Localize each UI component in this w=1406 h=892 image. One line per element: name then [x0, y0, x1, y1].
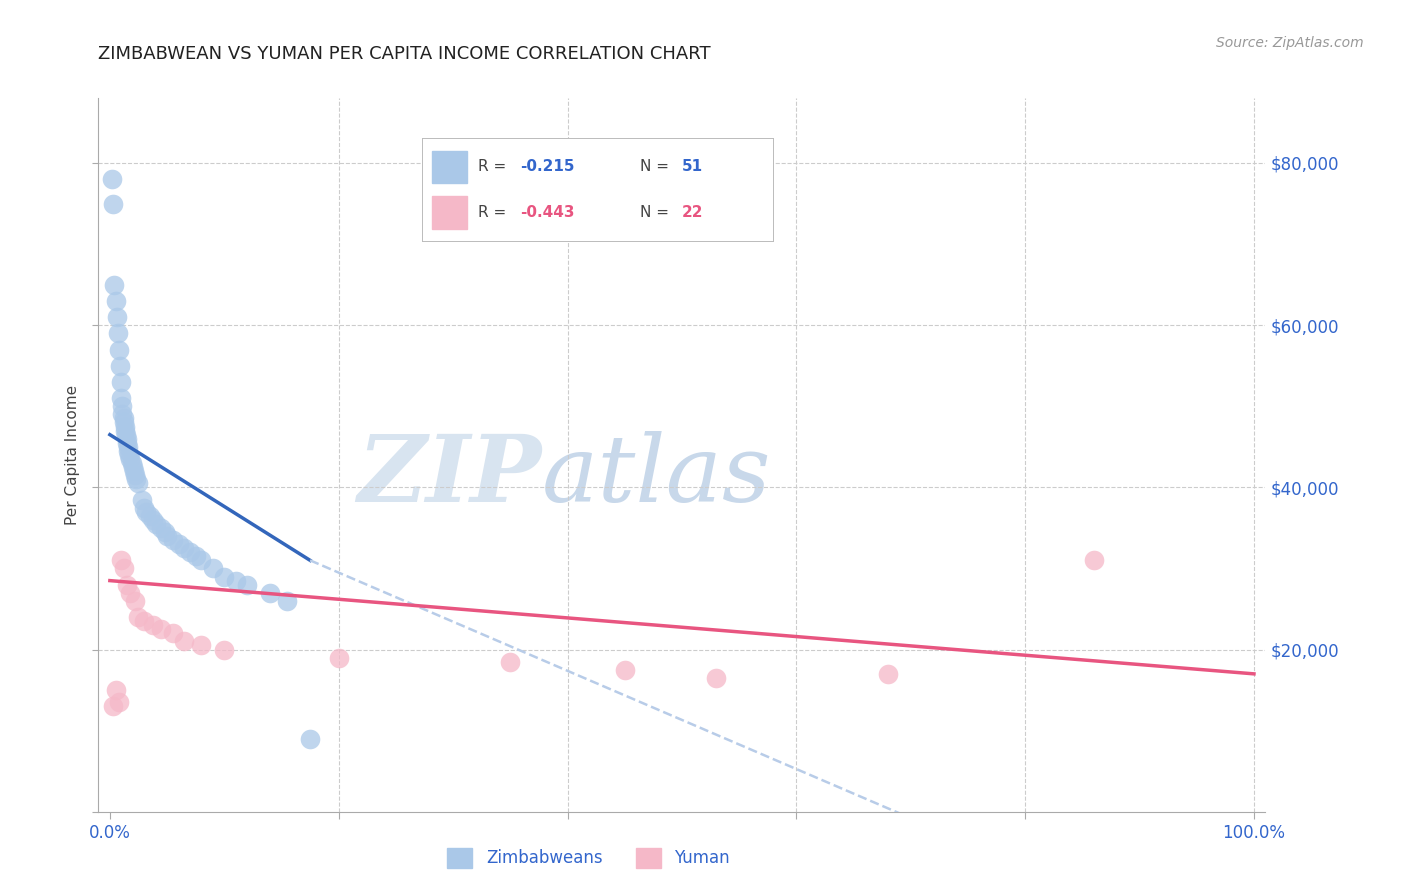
Point: [139, 508, 162, 523]
Point: [153, 524, 176, 539]
Point: [110, 391, 132, 405]
Point: [103, 699, 125, 714]
Point: [124, 594, 146, 608]
Point: [120, 586, 142, 600]
Point: [142, 513, 165, 527]
Point: [118, 448, 141, 462]
Point: [107, 326, 129, 341]
Point: [125, 472, 148, 486]
Point: [108, 343, 131, 357]
Point: [104, 683, 127, 698]
Text: -0.215: -0.215: [520, 160, 575, 175]
Point: [156, 529, 179, 543]
Point: [104, 293, 127, 308]
Point: [704, 671, 727, 685]
FancyBboxPatch shape: [433, 151, 467, 184]
Point: [131, 492, 153, 507]
Point: [190, 553, 212, 567]
Point: [259, 586, 281, 600]
Point: [117, 443, 139, 458]
Point: [127, 476, 149, 491]
Text: ZIMBABWEAN VS YUMAN PER CAPITA INCOME CORRELATION CHART: ZIMBABWEAN VS YUMAN PER CAPITA INCOME CO…: [98, 45, 711, 62]
Point: [134, 614, 156, 628]
Text: R =: R =: [478, 160, 512, 175]
Point: [145, 516, 167, 531]
Point: [111, 399, 134, 413]
Point: [173, 541, 195, 556]
Point: [162, 533, 184, 547]
Point: [103, 277, 125, 292]
Point: [108, 695, 131, 709]
Text: -0.443: -0.443: [520, 204, 575, 219]
Text: atlas: atlas: [541, 432, 772, 521]
Point: [101, 172, 124, 186]
Point: [115, 427, 138, 442]
Point: [110, 553, 132, 567]
Point: [115, 432, 138, 446]
Point: [127, 610, 149, 624]
Point: [214, 569, 236, 583]
Point: [214, 642, 236, 657]
Text: 51: 51: [682, 160, 703, 175]
Point: [120, 452, 142, 467]
Point: [111, 408, 134, 422]
Point: [236, 577, 259, 591]
Point: [121, 460, 143, 475]
Text: N =: N =: [640, 204, 673, 219]
Point: [135, 505, 157, 519]
Point: [103, 196, 125, 211]
Point: [328, 650, 350, 665]
Point: [162, 626, 184, 640]
Point: [150, 622, 173, 636]
FancyBboxPatch shape: [433, 195, 467, 228]
Text: R =: R =: [478, 204, 512, 219]
Point: [1083, 553, 1105, 567]
Point: [499, 655, 522, 669]
Text: N =: N =: [640, 160, 673, 175]
Text: 22: 22: [682, 204, 703, 219]
Point: [114, 424, 136, 438]
Point: [115, 577, 138, 591]
Point: [142, 618, 165, 632]
Point: [225, 574, 247, 588]
Point: [276, 594, 298, 608]
Point: [115, 435, 138, 450]
Point: [122, 464, 145, 478]
Point: [190, 639, 212, 653]
Point: [299, 731, 322, 746]
Point: [184, 549, 207, 564]
Legend: Zimbabweans, Yuman: Zimbabweans, Yuman: [440, 841, 737, 875]
Point: [150, 521, 173, 535]
Point: [173, 634, 195, 648]
Point: [121, 456, 143, 470]
Point: [112, 411, 135, 425]
Point: [105, 310, 128, 324]
Text: Source: ZipAtlas.com: Source: ZipAtlas.com: [1216, 36, 1364, 50]
Point: [134, 500, 156, 515]
Point: [112, 416, 135, 430]
Point: [876, 666, 898, 681]
Point: [179, 545, 201, 559]
Y-axis label: Per Capita Income: Per Capita Income: [65, 384, 80, 525]
Point: [110, 375, 132, 389]
Point: [117, 440, 139, 454]
Point: [201, 561, 224, 575]
Point: [112, 561, 135, 575]
Point: [108, 359, 131, 373]
Point: [114, 419, 136, 434]
Point: [124, 468, 146, 483]
Point: [167, 537, 190, 551]
Text: ZIP: ZIP: [357, 432, 541, 521]
Point: [613, 663, 636, 677]
